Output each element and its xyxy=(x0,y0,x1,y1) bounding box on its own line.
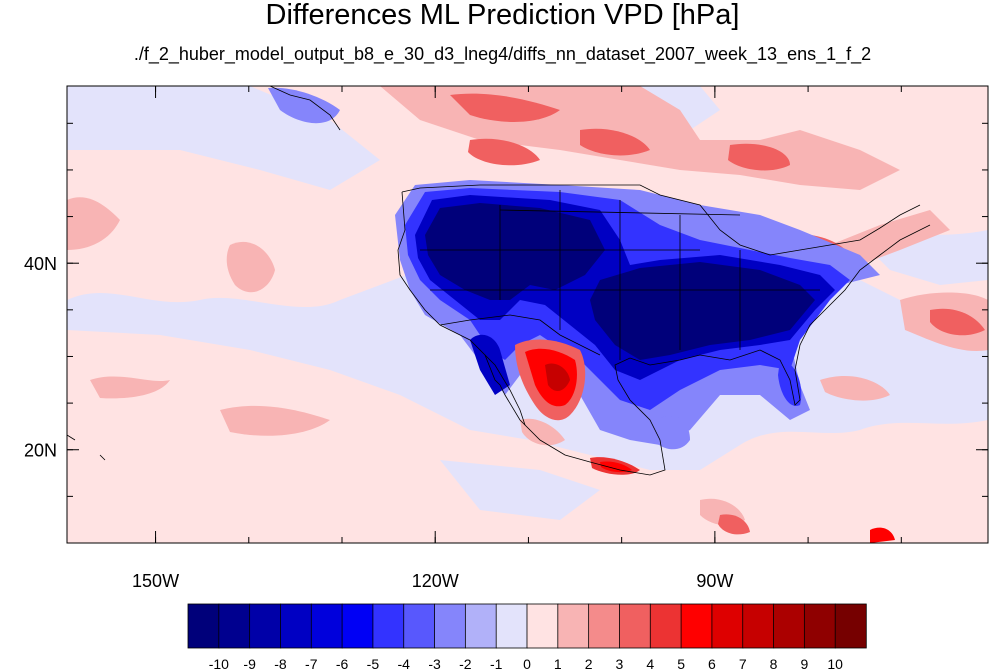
colorbar-swatch xyxy=(588,603,621,649)
map-frame xyxy=(66,85,989,544)
colorbar-label: -4 xyxy=(398,656,411,672)
colorbar-swatch xyxy=(680,603,713,649)
colorbar-label: -6 xyxy=(336,656,349,672)
map-field xyxy=(67,86,988,543)
colorbar-swatch xyxy=(649,603,682,649)
colorbar-swatch xyxy=(557,603,590,649)
colorbar-swatch xyxy=(249,603,282,649)
colorbar-swatch xyxy=(310,603,343,649)
colorbar-label: 3 xyxy=(616,656,624,672)
strong-negative-regions xyxy=(395,180,880,445)
lat-tick-label: 20N xyxy=(24,441,57,461)
colorbar-label: 7 xyxy=(739,656,747,672)
colorbar-swatch xyxy=(803,603,836,649)
map-title: Differences ML Prediction VPD [hPa] xyxy=(265,0,740,31)
colorbar-label: 9 xyxy=(800,656,808,672)
colorbar-swatch xyxy=(464,603,497,649)
colorbar-swatch xyxy=(773,603,806,649)
lat-tick-label: 40N xyxy=(24,254,57,274)
lon-tick-label: 90W xyxy=(696,571,733,591)
lon-tick-label: 150W xyxy=(132,571,179,591)
colorbar-swatch xyxy=(834,603,867,649)
colorbar-swatch xyxy=(218,603,251,649)
axis-ticks: 150W 120W 90W 40N 20N xyxy=(24,86,988,591)
colorbar-swatch xyxy=(403,603,436,649)
colorbar-swatch xyxy=(341,603,374,649)
colorbar-label: -2 xyxy=(459,656,472,672)
coastlines xyxy=(67,86,931,476)
colorbar-label: -7 xyxy=(305,656,318,672)
colorbar-swatch xyxy=(434,603,467,649)
colorbar-label: -5 xyxy=(367,656,380,672)
colorbar-label: -10 xyxy=(209,656,229,672)
colorbar-label: 0 xyxy=(523,656,531,672)
colorbar: -10 -9 -8 -7 -6 -5 -4 -3 -2 -1 0 1 2 3 4 5 6 7 8 9 10 xyxy=(187,603,867,672)
colorbar-label: 4 xyxy=(646,656,654,672)
colorbar-swatch xyxy=(526,603,559,649)
colorbar-label: 10 xyxy=(827,656,843,672)
lon-tick-label: 120W xyxy=(412,571,459,591)
colorbar-swatch xyxy=(187,603,220,649)
colorbar-label: 1 xyxy=(554,656,562,672)
colorbar-swatch xyxy=(372,603,405,649)
colorbar-label: -1 xyxy=(490,656,503,672)
moderate-positive-regions xyxy=(450,93,985,535)
colorbar-label: 2 xyxy=(585,656,593,672)
colorbar-swatch xyxy=(711,603,744,649)
colorbar-label: -3 xyxy=(428,656,441,672)
colorbar-label: 6 xyxy=(708,656,716,672)
colorbar-label: 8 xyxy=(770,656,778,672)
colorbar-label: -9 xyxy=(243,656,256,672)
colorbar-swatch xyxy=(280,603,312,649)
colorbar-swatch xyxy=(495,603,528,649)
map-subtitle: ./f_2_huber_model_output_b8_e_30_d3_lneg… xyxy=(133,44,872,64)
colorbar-swatch xyxy=(619,603,651,649)
colorbar-label: -8 xyxy=(274,656,287,672)
colorbar-swatch xyxy=(742,603,775,649)
mexico-positive-regions xyxy=(268,87,895,543)
colorbar-label: 5 xyxy=(677,656,685,672)
